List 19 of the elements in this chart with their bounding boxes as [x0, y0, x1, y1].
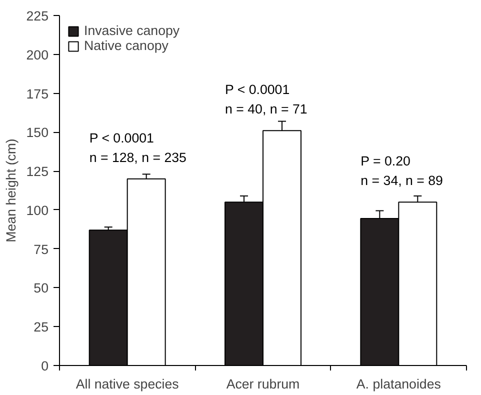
annotation: P < 0.0001 n = 40, n = 71: [225, 82, 308, 117]
y-tick-label: 225: [26, 8, 49, 24]
y-tick-label: 75: [34, 242, 49, 257]
y-tick-label: 200: [26, 47, 49, 62]
y-tick-label: 175: [26, 86, 49, 102]
x-tick-label: Acer rubrum: [226, 376, 300, 392]
y-tick-label: 25: [34, 320, 49, 335]
legend-label: Invasive canopy: [84, 23, 180, 38]
y-axis-title: Mean height (cm): [3, 138, 18, 242]
annotation: P = 0.20 n = 34, n = 89: [360, 154, 443, 188]
y-tick-label: 125: [26, 164, 49, 180]
y-tick-label: 0: [41, 358, 49, 374]
x-tick-label: All native species: [76, 376, 180, 392]
annotation: P < 0.0001 n = 128, n = 235: [89, 130, 186, 165]
y-tick-label: 150: [26, 125, 49, 140]
y-tick-label: 100: [26, 202, 49, 218]
legend-label: Native canopy: [84, 38, 168, 53]
x-tick-label: A. platanoides: [356, 376, 442, 392]
y-tick-label: 50: [34, 280, 49, 296]
